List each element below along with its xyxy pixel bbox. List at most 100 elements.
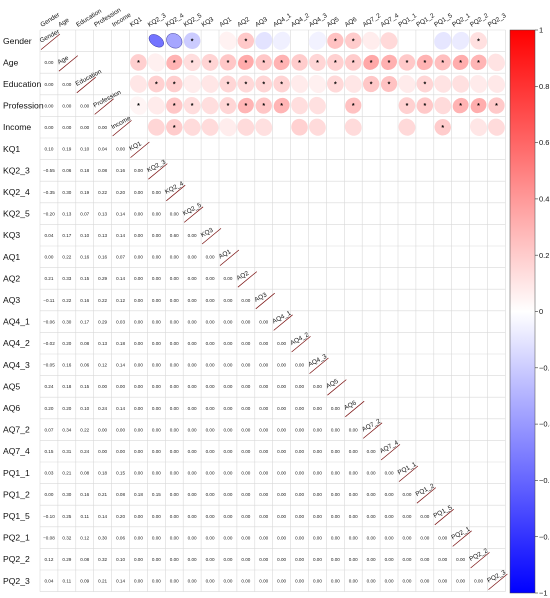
diagonal-label-kq2-4: KQ2_4 — [164, 180, 185, 196]
cell-value: 0.00 — [241, 298, 250, 303]
cell-value: 0.00 — [62, 82, 71, 87]
cell-value: 0.00 — [134, 535, 143, 540]
cell-value: 0.00 — [295, 384, 304, 389]
cell-value: 0.22 — [62, 255, 71, 260]
cell-value: 0.00 — [295, 579, 304, 584]
cell-value: 0.00 — [438, 579, 447, 584]
row-label-aq4-1: AQ4_1 — [3, 317, 30, 327]
cell-value: 0.19 — [80, 190, 89, 195]
correlation-ellipse — [452, 75, 470, 93]
cell-value: 0.20 — [116, 190, 125, 195]
cell-value: 0.00 — [134, 427, 143, 432]
correlation-ellipse — [255, 118, 273, 136]
diagonal-label-kq1: KQ1 — [128, 140, 143, 152]
significance-marker: * — [280, 103, 283, 110]
cell-value: 0.10 — [44, 147, 53, 152]
cell-value: 0.13 — [62, 211, 71, 216]
diagonal-label-pq2-1: PQ2_1 — [450, 526, 471, 542]
correlation-ellipse — [237, 75, 255, 93]
cell-value: 0.00 — [188, 363, 197, 368]
diagonal-strike — [362, 422, 383, 439]
cell-value: 0.00 — [259, 449, 268, 454]
correlation-ellipse — [381, 54, 397, 71]
diagonal-strike — [434, 508, 454, 526]
row-label-kq2-4: KQ2_4 — [3, 187, 30, 197]
cell-value: 0.14 — [116, 276, 125, 281]
cell-value: 0.14 — [116, 233, 125, 238]
cell-value: 0.24 — [98, 406, 107, 411]
correlation-ellipse — [308, 31, 327, 50]
cell-value: 0.00 — [152, 406, 161, 411]
significance-marker: * — [262, 103, 265, 110]
cell-value: 0.30 — [98, 535, 107, 540]
cell-value: 0.00 — [134, 255, 143, 260]
diagonal-label-profession: Profession — [92, 89, 122, 110]
correlation-ellipse — [291, 118, 308, 136]
cell-value: 0.17 — [62, 233, 71, 238]
row-label-aq2: AQ2 — [3, 273, 20, 283]
cell-value: 0.00 — [241, 471, 250, 476]
row-label-aq1: AQ1 — [3, 252, 20, 262]
diagonal-label-aq5: AQ5 — [325, 378, 340, 390]
cell-value: 0.00 — [385, 535, 394, 540]
cell-value: 0.00 — [188, 298, 197, 303]
cell-value: 0.00 — [331, 557, 340, 562]
cell-value: 0.13 — [98, 233, 107, 238]
cell-value: 0.12 — [80, 535, 89, 540]
col-label-aq7-4: AQ7_4 — [379, 12, 400, 29]
cell-value: 0.00 — [188, 471, 197, 476]
diagonal-label-education: Education — [74, 68, 103, 88]
col-label-aq4-1: AQ4_1 — [272, 12, 293, 29]
cell-value: 0.20 — [116, 514, 125, 519]
cell-value: 0.00 — [223, 406, 232, 411]
correlation-ellipse — [398, 118, 416, 136]
correlation-ellipse — [470, 98, 487, 114]
cell-value: 0.00 — [295, 363, 304, 368]
correlation-ellipse — [147, 96, 165, 115]
cell-value: 0.00 — [98, 427, 107, 432]
cell-value: 0.00 — [134, 341, 143, 346]
cell-value: 0.00 — [152, 255, 161, 260]
correlation-ellipse — [363, 54, 380, 70]
diagonal-label-aq4-1: AQ4_1 — [271, 310, 292, 326]
cell-value: 0.00 — [44, 492, 53, 497]
cell-value: 0.00 — [367, 514, 376, 519]
cell-value: 0.00 — [206, 255, 215, 260]
correlation-ellipse — [255, 32, 273, 50]
col-label-pq2-2: PQ2_2 — [469, 12, 490, 29]
cell-value: 0.00 — [134, 406, 143, 411]
row-label-aq7-2: AQ7_2 — [3, 425, 30, 435]
cell-value: 0.18 — [62, 384, 71, 389]
significance-marker: * — [137, 60, 140, 67]
cell-value: 0.22 — [98, 298, 107, 303]
correlation-ellipse — [469, 75, 488, 93]
cell-value: 0.15 — [152, 492, 161, 497]
colorbar-tick-label: 0.6 — [539, 138, 549, 147]
cell-value: 0.00 — [134, 363, 143, 368]
cell-value: 0.14 — [116, 579, 125, 584]
cell-value: 0.00 — [152, 535, 161, 540]
correlation-ellipse — [237, 32, 255, 49]
cell-value: 0.00 — [277, 535, 286, 540]
cell-value: 0.00 — [402, 557, 411, 562]
cell-value: 0.14 — [98, 514, 107, 519]
cell-value: 0.00 — [116, 147, 125, 152]
col-label-kq2-3: KQ2_3 — [147, 12, 168, 29]
correlation-ellipse — [416, 54, 433, 71]
cell-value: 0.00 — [223, 384, 232, 389]
cell-value: −0.11 — [43, 298, 55, 303]
cell-value: 0.00 — [241, 557, 250, 562]
cell-value: 0.00 — [223, 514, 232, 519]
cell-value: 0.00 — [188, 233, 197, 238]
correlation-ellipse — [488, 97, 505, 114]
cell-value: 0.21 — [62, 471, 71, 476]
cell-value: 0.00 — [241, 406, 250, 411]
cell-value: 0.00 — [259, 557, 268, 562]
cell-value: 0.00 — [116, 427, 125, 432]
cell-value: 0.33 — [62, 276, 71, 281]
cell-value: −0.20 — [43, 211, 55, 216]
cell-value: 0.15 — [80, 384, 89, 389]
row-label-pq2-1: PQ2_1 — [3, 533, 30, 543]
row-label-aq3: AQ3 — [3, 295, 20, 305]
cell-value: 0.00 — [474, 579, 483, 584]
